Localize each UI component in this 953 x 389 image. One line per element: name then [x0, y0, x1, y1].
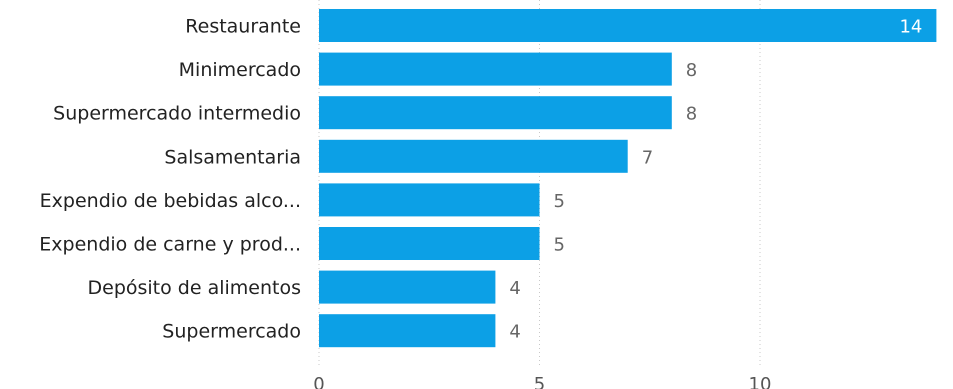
bar [319, 52, 672, 86]
bar [319, 227, 540, 260]
bar [319, 9, 937, 42]
value-label: 8 [686, 104, 697, 125]
x-tick-label: 10 [749, 374, 772, 389]
value-label: 7 [642, 147, 653, 168]
category-label: Expendio de bebidas alco... [40, 190, 301, 212]
category-label: Supermercado intermedio [53, 103, 301, 125]
bar [319, 183, 540, 217]
category-label: Depósito de alimentos [88, 277, 302, 299]
bar [319, 139, 628, 173]
labels: 0 5 10 Restaurante 14 Minimercado 8 Supermercad… [39, 16, 922, 389]
value-label: 14 [899, 17, 922, 38]
category-label: Minimercado [179, 59, 301, 81]
x-tick-label: 5 [534, 374, 545, 389]
value-label: 4 [509, 278, 520, 299]
value-label: 5 [554, 235, 565, 256]
bars [319, 9, 937, 348]
bar [319, 314, 496, 348]
value-label: 4 [509, 322, 520, 343]
bar [319, 96, 672, 130]
x-tick-label: 0 [313, 374, 324, 389]
value-label: 5 [554, 191, 565, 212]
value-label: 8 [686, 60, 697, 81]
bar [319, 270, 496, 304]
category-label: Supermercado [162, 321, 301, 343]
category-label: Expendio de carne y prod... [39, 234, 301, 256]
category-label: Restaurante [185, 16, 301, 38]
category-label: Salsamentaria [164, 146, 301, 168]
